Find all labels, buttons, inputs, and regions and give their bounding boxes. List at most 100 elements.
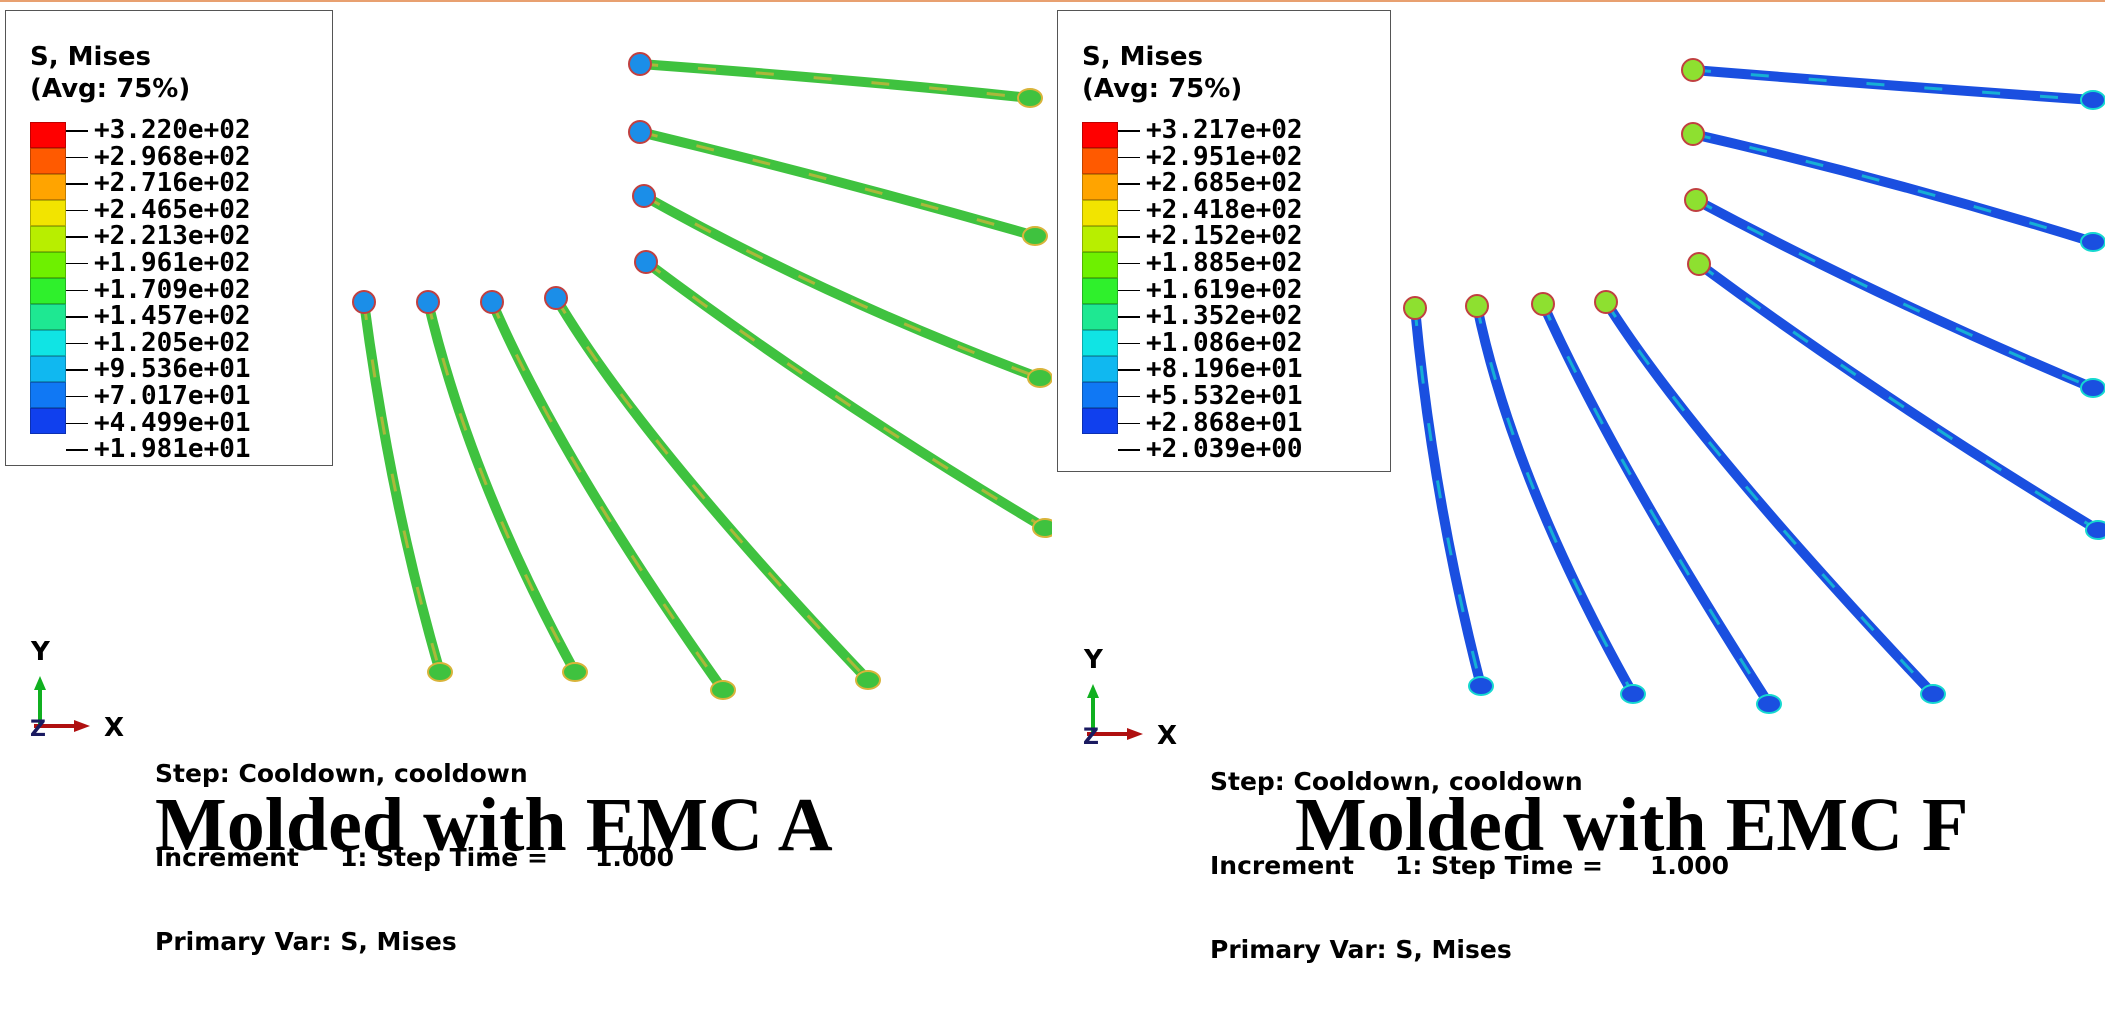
- ball-bond: [416, 290, 440, 314]
- legend-swatch: [1082, 304, 1118, 330]
- legend-value: +2.685e+02: [1146, 168, 1303, 199]
- wire-stress-highlight: [1692, 132, 2094, 244]
- ball-bond: [1594, 290, 1618, 314]
- ball-bond: [632, 184, 656, 208]
- legend-swatch: [30, 408, 66, 434]
- ball-bond: [634, 250, 658, 274]
- x-axis-arrowhead: [1127, 728, 1143, 740]
- legend-value: +1.961e+02: [94, 247, 251, 278]
- legend-swatch: [30, 356, 66, 382]
- ball-bond: [352, 290, 376, 314]
- legend-swatch: [1082, 356, 1118, 382]
- legend-value: +2.213e+02: [94, 221, 251, 252]
- wire-bond: [1688, 65, 2098, 105]
- legend-value: +1.981e+01: [94, 434, 251, 465]
- legend-swatch: [1082, 330, 1118, 356]
- legend-value: +1.352e+02: [1146, 301, 1303, 332]
- stress-legend: S, Mises (Avg: 75%) +3.220e+02 +2.968e+02…: [5, 10, 333, 466]
- stitch-bond: [2080, 378, 2105, 398]
- y-axis-arrowhead: [34, 676, 46, 690]
- legend-swatch: [30, 278, 66, 304]
- wire-bonds-group: [1403, 58, 2105, 714]
- legend-swatch: [1082, 122, 1118, 148]
- wire-bond: [1538, 299, 1774, 709]
- panel-emc-a: Y X Z S, Mises (Avg: 75%) +3.220e+02 +2.9…: [0, 0, 1052, 956]
- stitch-bond: [1756, 694, 1782, 714]
- legend-swatch: [30, 174, 66, 200]
- stitch-bond: [562, 662, 588, 682]
- wire-stress-highlight: [426, 301, 577, 673]
- stitch-bond: [855, 670, 881, 690]
- wire-bonds-group: [352, 52, 1052, 700]
- stitch-bond: [1468, 676, 1494, 696]
- legend-swatch: [30, 148, 66, 174]
- legend-swatch: [1082, 408, 1118, 434]
- wire-stress-highlight: [554, 297, 870, 682]
- ball-bond: [1687, 252, 1711, 276]
- legend-value: +2.951e+02: [1146, 141, 1303, 172]
- step-name: Step: Cooldown, cooldown: [155, 759, 528, 788]
- stitch-bond: [1920, 684, 1946, 704]
- step-name: Step: Cooldown, cooldown: [1210, 767, 1583, 796]
- legend-swatch: [1082, 382, 1118, 408]
- axis-triad: Y X Z: [1083, 645, 1177, 751]
- legend-value: +2.039e+00: [1146, 434, 1303, 465]
- y-axis-label: Y: [1083, 645, 1104, 675]
- ball-bond: [1531, 292, 1555, 316]
- legend-swatch: [30, 252, 66, 278]
- legend-title: S, Mises (Avg: 75%): [30, 41, 190, 105]
- ball-bond: [628, 52, 652, 76]
- wire-stress-highlight: [639, 130, 1036, 238]
- wire-bond: [635, 59, 1035, 103]
- panel-caption: Molded with EMC A: [155, 783, 833, 867]
- x-axis-label: X: [1157, 721, 1177, 751]
- legend-swatch: [1082, 252, 1118, 278]
- legend-value: +2.716e+02: [94, 168, 251, 199]
- legend-value: +5.532e+01: [1146, 380, 1303, 411]
- x-axis-arrowhead: [74, 720, 90, 732]
- stitch-bond: [2085, 520, 2105, 540]
- wire-model-viewport[interactable]: Y X Z: [1053, 0, 2105, 860]
- legend-swatch: [30, 200, 66, 226]
- stitch-bond: [2080, 90, 2105, 110]
- legend-value: +2.152e+02: [1146, 221, 1303, 252]
- legend-value: +9.536e+01: [94, 354, 251, 385]
- axis-triad: Y X Z: [30, 637, 124, 743]
- stitch-bond: [1620, 684, 1646, 704]
- legend-swatch: [1082, 148, 1118, 174]
- z-axis-label: Z: [1083, 725, 1099, 750]
- legend-value: +7.017e+01: [94, 380, 251, 411]
- legend-swatch: [30, 226, 66, 252]
- legend-value: +3.220e+02: [94, 115, 251, 145]
- wire-bond: [1472, 301, 1638, 699]
- legend-value: +2.418e+02: [1146, 194, 1303, 225]
- y-axis-label: Y: [30, 637, 51, 667]
- legend-swatch: [30, 122, 66, 148]
- legend-value: +2.868e+01: [1146, 407, 1303, 438]
- wire-model-viewport[interactable]: Y X Z: [0, 0, 1052, 860]
- stitch-bond: [1022, 226, 1048, 246]
- stitch-bond: [1032, 518, 1052, 538]
- wire-stress-highlight: [1475, 305, 1635, 695]
- ball-bond: [628, 120, 652, 144]
- wire-stress-highlight: [645, 260, 1046, 530]
- wire-bond: [1410, 303, 1486, 691]
- legend-value: +1.086e+02: [1146, 327, 1303, 358]
- legend-swatch: [1082, 200, 1118, 226]
- wire-bond: [1691, 195, 2098, 393]
- legend-value: +1.885e+02: [1146, 247, 1303, 278]
- panel-caption: Molded with EMC F: [1295, 783, 1969, 867]
- wire-bond: [1601, 297, 1938, 699]
- legend-swatch: [1082, 174, 1118, 200]
- legend-value: +2.968e+02: [94, 141, 251, 172]
- legend-swatch: [1082, 226, 1118, 252]
- ball-bond: [1681, 122, 1705, 146]
- y-axis-arrowhead: [1087, 684, 1099, 698]
- legend-swatch: [30, 330, 66, 356]
- x-axis-label: X: [104, 713, 124, 743]
- legend-swatch: [30, 304, 66, 330]
- legend-swatch: [1082, 278, 1118, 304]
- stitch-bond: [2080, 232, 2105, 252]
- legend-value: +4.499e+01: [94, 407, 251, 438]
- legend-value: +2.465e+02: [94, 194, 251, 225]
